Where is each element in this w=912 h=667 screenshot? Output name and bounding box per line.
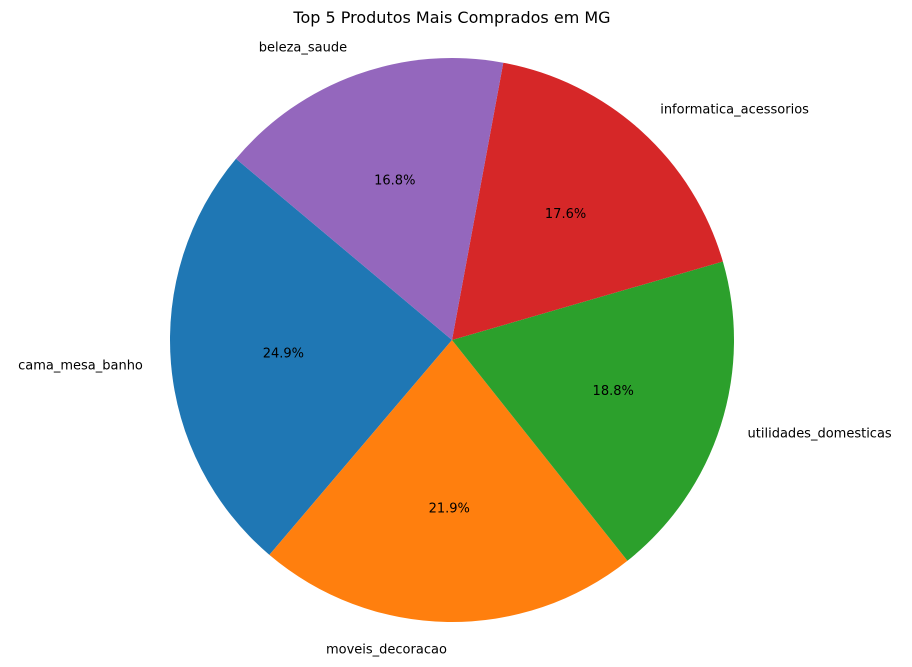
pie-labels: 24.9% cama_mesa_banho 21.9% moveis_decoraca…: [18, 41, 892, 658]
pie-slice-moveis-decoracao: [269, 340, 628, 622]
pct-label-moveis-decoracao: 21.9%: [429, 502, 470, 517]
pie-slice-cama-mesa-banho: [170, 158, 452, 555]
pct-label-beleza-saude: 16.8%: [374, 173, 415, 188]
pie-slice-informatica-acessorios: [452, 62, 723, 340]
pct-label-utilidades-domesticas: 18.8%: [593, 384, 634, 399]
category-label-moveis-decoracao: moveis_decoracao: [326, 643, 447, 658]
pie-slice-beleza-saude: [235, 58, 504, 340]
pie-slice-utilidades-domesticas: [452, 261, 734, 561]
category-label-utilidades-domesticas: utilidades_domesticas: [748, 427, 892, 442]
category-label-cama-mesa-banho: cama_mesa_banho: [18, 359, 143, 374]
pct-label-cama-mesa-banho: 24.9%: [263, 347, 304, 362]
category-label-beleza-saude: beleza_saude: [259, 41, 347, 56]
pct-label-informatica-acessorios: 17.6%: [545, 207, 586, 222]
category-label-informatica-acessorios: informatica_acessorios: [660, 103, 809, 118]
pie-slices: [170, 58, 734, 622]
chart-title: Top 5 Produtos Mais Comprados em MG: [292, 8, 610, 27]
